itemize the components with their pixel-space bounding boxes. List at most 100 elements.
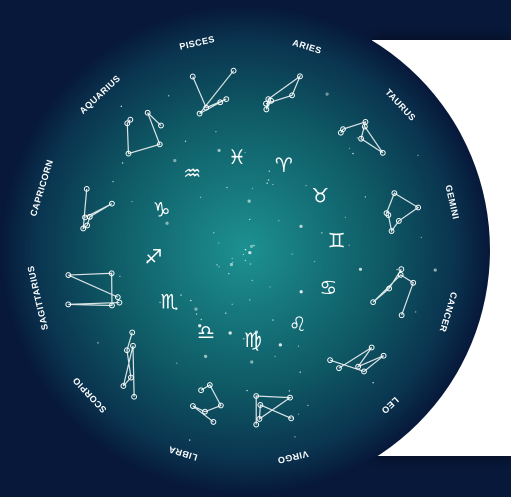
sign-symbol: ♒ — [183, 161, 201, 185]
star — [299, 290, 303, 294]
constellation-star — [398, 312, 405, 319]
constellation-star — [108, 270, 115, 277]
star — [364, 196, 367, 198]
star — [305, 184, 307, 187]
constellation-star — [109, 200, 115, 207]
star — [249, 218, 251, 221]
star — [173, 158, 177, 163]
constellation-star — [127, 116, 134, 123]
sign-symbol: ♑ — [153, 198, 171, 222]
star — [251, 279, 253, 282]
constellation-star — [158, 122, 164, 129]
star — [228, 272, 230, 275]
sign-symbol: ♓ — [228, 145, 246, 169]
constellation-star — [388, 228, 395, 234]
constellation-star — [361, 123, 368, 130]
sign-symbol: ♉ — [311, 184, 329, 208]
star — [297, 345, 300, 347]
star — [253, 244, 255, 247]
constellation-star — [124, 120, 131, 127]
constellation-line — [265, 74, 302, 110]
star — [307, 404, 309, 407]
constellation-star — [395, 218, 402, 224]
constellation-star — [86, 213, 93, 220]
sign-symbol: ♏ — [161, 289, 179, 313]
constellation-line — [340, 121, 384, 154]
constellation-star — [217, 99, 224, 106]
star — [299, 224, 303, 228]
star — [97, 342, 99, 344]
star — [266, 182, 268, 184]
constellation-line — [192, 384, 222, 423]
constellation-star — [124, 347, 130, 354]
star — [180, 294, 182, 296]
constellation-star — [340, 126, 346, 133]
constellation-star — [361, 368, 367, 375]
star — [313, 260, 316, 263]
constellation-star — [120, 383, 127, 389]
constellation-star — [196, 110, 203, 117]
star — [112, 180, 114, 183]
constellation-star — [203, 104, 210, 111]
star — [344, 216, 347, 219]
constellation-star — [109, 302, 115, 309]
star — [228, 331, 232, 335]
constellation-star — [257, 402, 264, 408]
star — [198, 324, 202, 328]
constellation-line — [255, 395, 292, 425]
sign-symbol: ♐ — [144, 245, 162, 269]
constellation-star — [130, 342, 136, 349]
star — [165, 221, 169, 225]
star — [249, 299, 251, 301]
constellation-star — [380, 352, 387, 359]
constellation-star — [189, 73, 196, 80]
star — [195, 313, 198, 315]
constellation-line — [329, 346, 384, 373]
star — [274, 355, 276, 358]
constellation-star — [398, 266, 405, 273]
star — [188, 439, 191, 441]
star — [348, 147, 351, 150]
constellation-star — [128, 374, 134, 381]
constellation-star — [223, 96, 230, 102]
star — [131, 200, 133, 203]
constellation-star — [206, 382, 213, 388]
constellation-star — [268, 97, 275, 104]
star — [396, 268, 398, 271]
star — [217, 148, 221, 153]
star — [229, 262, 234, 267]
constellation-star — [289, 92, 295, 99]
sign-symbol: ♊ — [328, 228, 346, 252]
star — [417, 154, 419, 157]
star — [352, 152, 354, 155]
star — [254, 330, 259, 334]
star — [297, 413, 300, 415]
star — [433, 268, 437, 272]
constellation-star — [368, 344, 375, 351]
constellation-star — [263, 100, 269, 107]
star — [232, 261, 234, 263]
star — [250, 360, 254, 364]
constellation-line — [82, 188, 113, 230]
star — [356, 137, 358, 139]
star — [272, 183, 274, 186]
star — [225, 312, 227, 314]
constellation-star — [144, 109, 151, 116]
star — [231, 257, 233, 260]
star — [217, 242, 220, 244]
star — [372, 382, 374, 384]
star — [249, 263, 252, 265]
star — [167, 95, 170, 97]
star — [251, 187, 254, 190]
star — [218, 266, 220, 268]
star — [299, 371, 301, 373]
star — [294, 436, 296, 438]
star — [244, 151, 246, 154]
star — [291, 417, 294, 419]
constellation-line — [126, 112, 162, 155]
star — [243, 338, 245, 340]
star — [200, 318, 202, 321]
constellation-star — [116, 299, 123, 306]
constellation-line — [68, 272, 120, 307]
